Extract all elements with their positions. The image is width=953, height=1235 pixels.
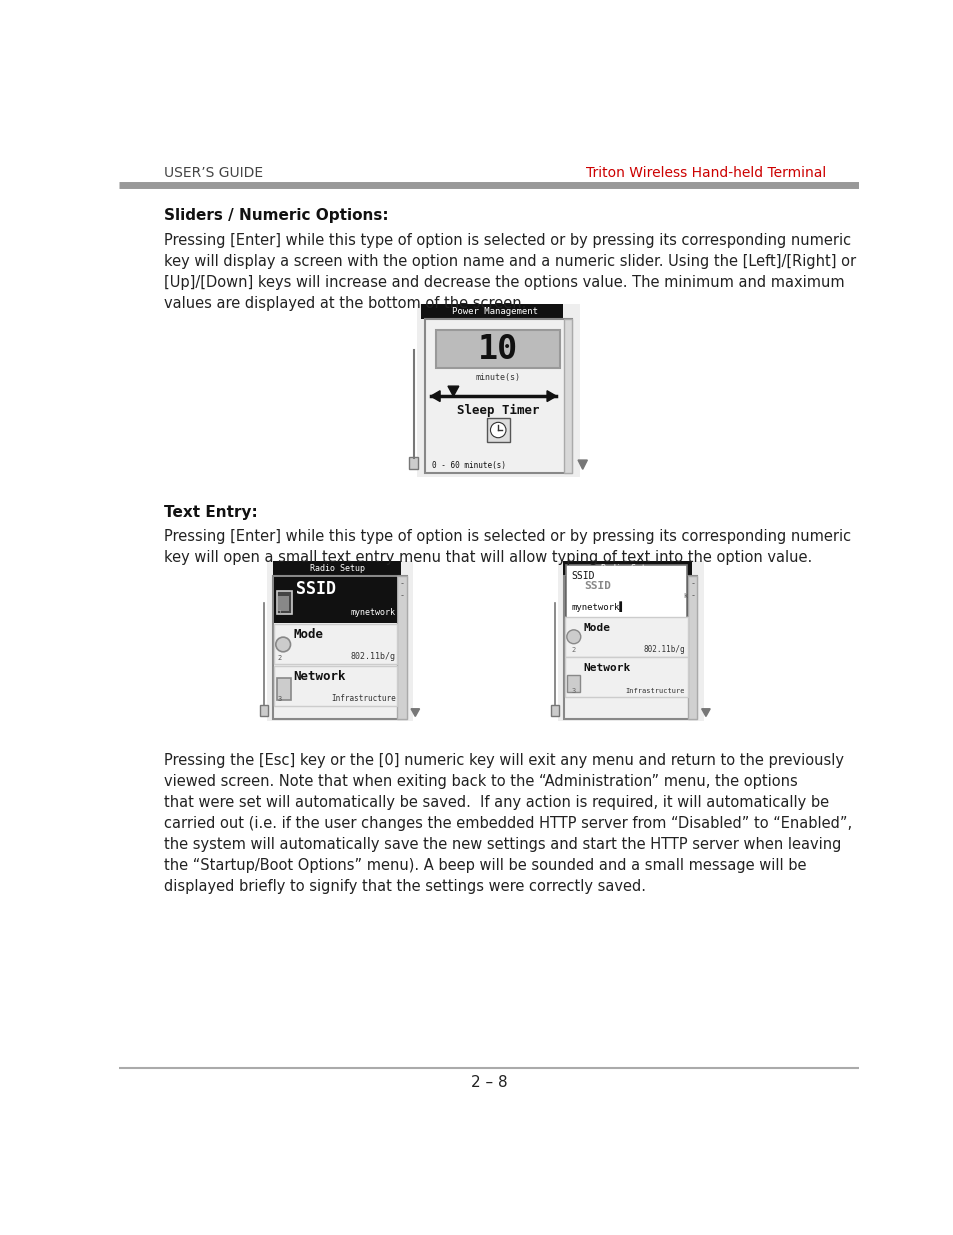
Text: 802.11b/g: 802.11b/g — [351, 652, 395, 661]
Text: -: - — [690, 579, 695, 588]
Text: 1: 1 — [277, 610, 281, 616]
Polygon shape — [448, 387, 458, 396]
Circle shape — [490, 422, 505, 437]
Circle shape — [275, 637, 291, 652]
Text: 0 - 60 minute(s): 0 - 60 minute(s) — [432, 461, 506, 471]
Circle shape — [566, 630, 580, 643]
Text: Pressing the [Esc] key or the [0] numeric key will exit any menu and return to t: Pressing the [Esc] key or the [0] numeri… — [164, 753, 851, 894]
Bar — [567, 593, 579, 610]
Text: SSID: SSID — [571, 571, 594, 580]
Text: Mode: Mode — [583, 622, 610, 632]
Bar — [566, 566, 686, 621]
Text: USER’S GUIDE: USER’S GUIDE — [164, 165, 263, 180]
Text: Radio Setup: Radio Setup — [600, 564, 656, 573]
Bar — [424, 319, 571, 473]
Text: minute(s): minute(s) — [476, 373, 520, 382]
Text: 2: 2 — [277, 655, 281, 661]
Text: Power Management: Power Management — [452, 308, 537, 316]
Text: Triton Wireless Hand-held Terminal: Triton Wireless Hand-held Terminal — [585, 165, 825, 180]
Bar — [278, 597, 289, 611]
Bar — [550, 705, 558, 716]
Bar — [563, 576, 697, 719]
Text: -: - — [399, 579, 404, 588]
Bar — [687, 576, 697, 719]
Text: 802.11b/g: 802.11b/g — [642, 646, 684, 655]
Bar — [274, 666, 397, 706]
Bar — [564, 576, 687, 616]
Bar — [564, 616, 687, 657]
Bar — [274, 576, 406, 719]
Text: Pressing [Enter] while this type of option is selected or by pressing its corres: Pressing [Enter] while this type of opti… — [164, 529, 850, 564]
Polygon shape — [578, 461, 587, 469]
Text: SSID: SSID — [295, 580, 335, 598]
Text: Infrastructure: Infrastructure — [331, 694, 395, 703]
Text: Pressing [Enter] while this type of option is selected or by pressing its corres: Pressing [Enter] while this type of opti… — [164, 233, 856, 311]
Bar — [421, 304, 562, 319]
Bar — [276, 678, 291, 700]
Bar — [276, 590, 292, 614]
Text: 10: 10 — [477, 332, 517, 366]
Polygon shape — [700, 709, 709, 716]
Text: k: k — [682, 593, 687, 599]
Bar — [267, 561, 413, 721]
Bar — [397, 576, 406, 719]
Text: 2 – 8: 2 – 8 — [470, 1074, 507, 1089]
Bar — [409, 457, 418, 469]
Bar — [274, 577, 397, 622]
Bar — [562, 561, 691, 576]
Bar — [273, 561, 401, 576]
Text: SSID: SSID — [583, 580, 611, 590]
Text: 2: 2 — [571, 647, 575, 653]
Polygon shape — [546, 390, 556, 401]
Text: Network: Network — [583, 662, 630, 673]
Text: Sliders / Numeric Options:: Sliders / Numeric Options: — [164, 209, 389, 224]
Bar — [416, 304, 579, 477]
Polygon shape — [431, 390, 439, 401]
Text: Network: Network — [294, 669, 346, 683]
Text: Text Entry:: Text Entry: — [164, 505, 257, 520]
Text: mynetwork: mynetwork — [351, 609, 395, 618]
Text: Infrastructure: Infrastructure — [625, 688, 684, 694]
Bar — [563, 319, 571, 473]
Text: Radio Setup: Radio Setup — [310, 564, 365, 573]
Bar — [567, 676, 579, 692]
Text: -: - — [690, 590, 695, 600]
Text: 3: 3 — [571, 688, 575, 694]
Text: -: - — [399, 590, 404, 600]
Text: mynetwork▌: mynetwork▌ — [571, 601, 624, 613]
Polygon shape — [411, 709, 419, 716]
Bar — [274, 625, 397, 664]
Bar — [564, 657, 687, 697]
Bar — [259, 705, 268, 716]
Bar — [486, 419, 509, 442]
Text: Sleep Timer: Sleep Timer — [456, 404, 538, 416]
Text: 3: 3 — [277, 697, 281, 703]
Text: Mode: Mode — [294, 627, 323, 641]
Bar — [558, 561, 703, 721]
Bar — [436, 330, 559, 368]
